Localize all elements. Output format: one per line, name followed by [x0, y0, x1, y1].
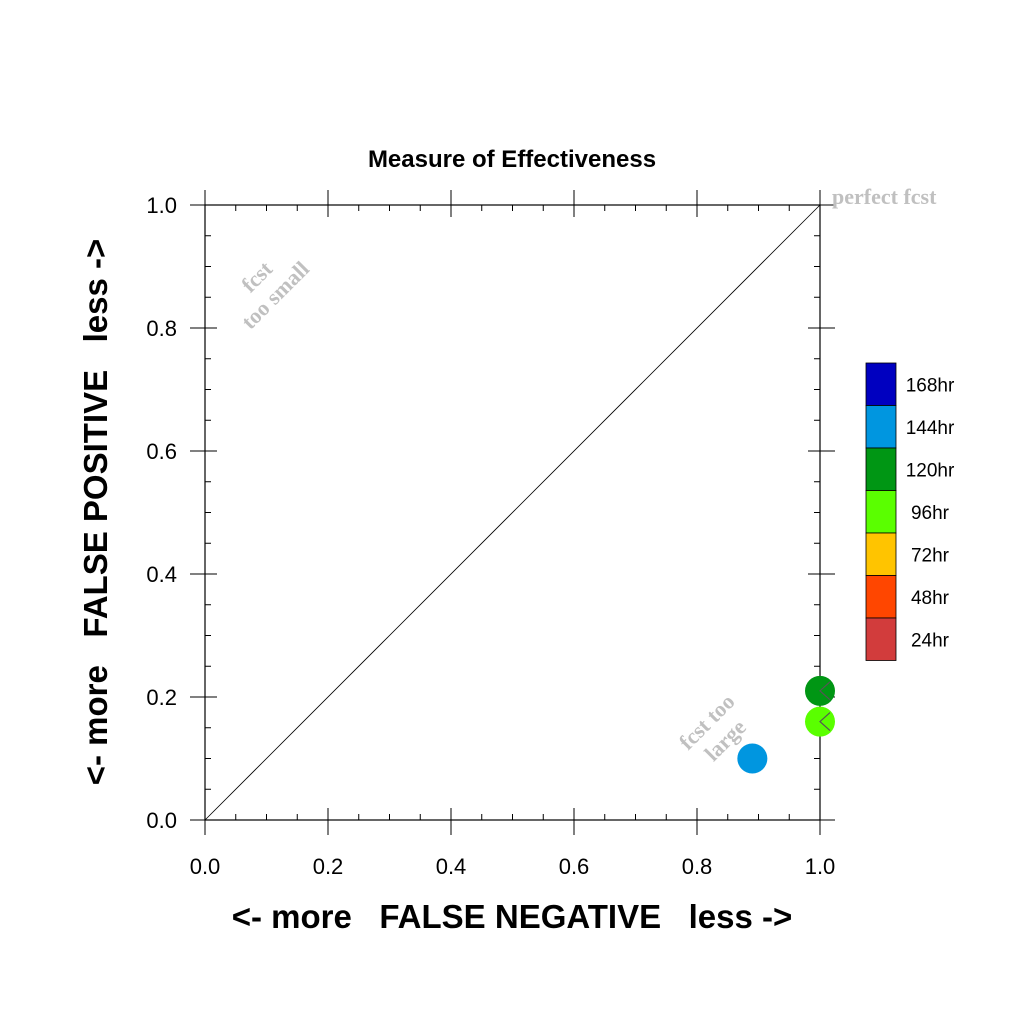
x-tick-label: 0.2	[313, 854, 344, 879]
y-tick-label: 0.0	[146, 808, 177, 833]
legend-swatch-120hr	[865, 447, 897, 491]
legend-label-96hr: 96hr	[911, 503, 950, 524]
legend-label-120hr: 120hr	[906, 460, 955, 481]
point-144hr	[737, 743, 768, 774]
perfect-forecast-diagonal	[204, 204, 821, 821]
axis-ticks	[190, 190, 835, 835]
legend-label-144hr: 144hr	[906, 418, 955, 439]
y-tick-label: 0.8	[146, 316, 177, 341]
x-axis-label: <- more FALSE NEGATIVE less ->	[232, 898, 793, 935]
y-axis-label: <- more FALSE POSITIVE less ->	[77, 239, 114, 786]
legend-swatch-24hr	[865, 617, 897, 661]
legend-label-24hr: 24hr	[911, 630, 950, 651]
legend-swatch-48hr	[865, 575, 897, 619]
annotation-perfect-fcst: perfect fcst	[832, 184, 937, 209]
legend: 168hr 144hr 120hr 96hr 72hr 48hr 24hr	[865, 362, 955, 661]
x-tick-label: 0.6	[559, 854, 590, 879]
legend-swatch-96hr	[865, 490, 897, 534]
y-tick-label: 0.2	[146, 685, 177, 710]
offscale-marker-96hr	[819, 712, 831, 732]
offscale-marker-120hr	[819, 681, 831, 701]
x-tick-label: 0.8	[682, 854, 713, 879]
x-tick-label: 0.0	[190, 854, 221, 879]
x-tick-label: 1.0	[805, 854, 836, 879]
legend-swatch-168hr	[865, 362, 897, 406]
legend-label-168hr: 168hr	[906, 375, 955, 396]
legend-swatch-144hr	[865, 405, 897, 449]
tick-labels: 0.0 0.2 0.4 0.6 0.8 1.0 0.0 0.2 0.4 0.6 0.8 1.0	[146, 193, 835, 879]
legend-swatch-72hr	[865, 532, 897, 576]
legend-label-72hr: 72hr	[911, 545, 950, 566]
annotation-too-small: fcst too small	[236, 256, 314, 334]
x-tick-label: 0.4	[436, 854, 467, 879]
y-tick-label: 0.4	[146, 562, 177, 587]
y-tick-label: 0.6	[146, 439, 177, 464]
chart-title: Measure of Effectiveness	[368, 146, 656, 173]
legend-label-48hr: 48hr	[911, 588, 950, 609]
y-tick-label: 1.0	[146, 193, 177, 218]
data-points	[737, 675, 835, 774]
